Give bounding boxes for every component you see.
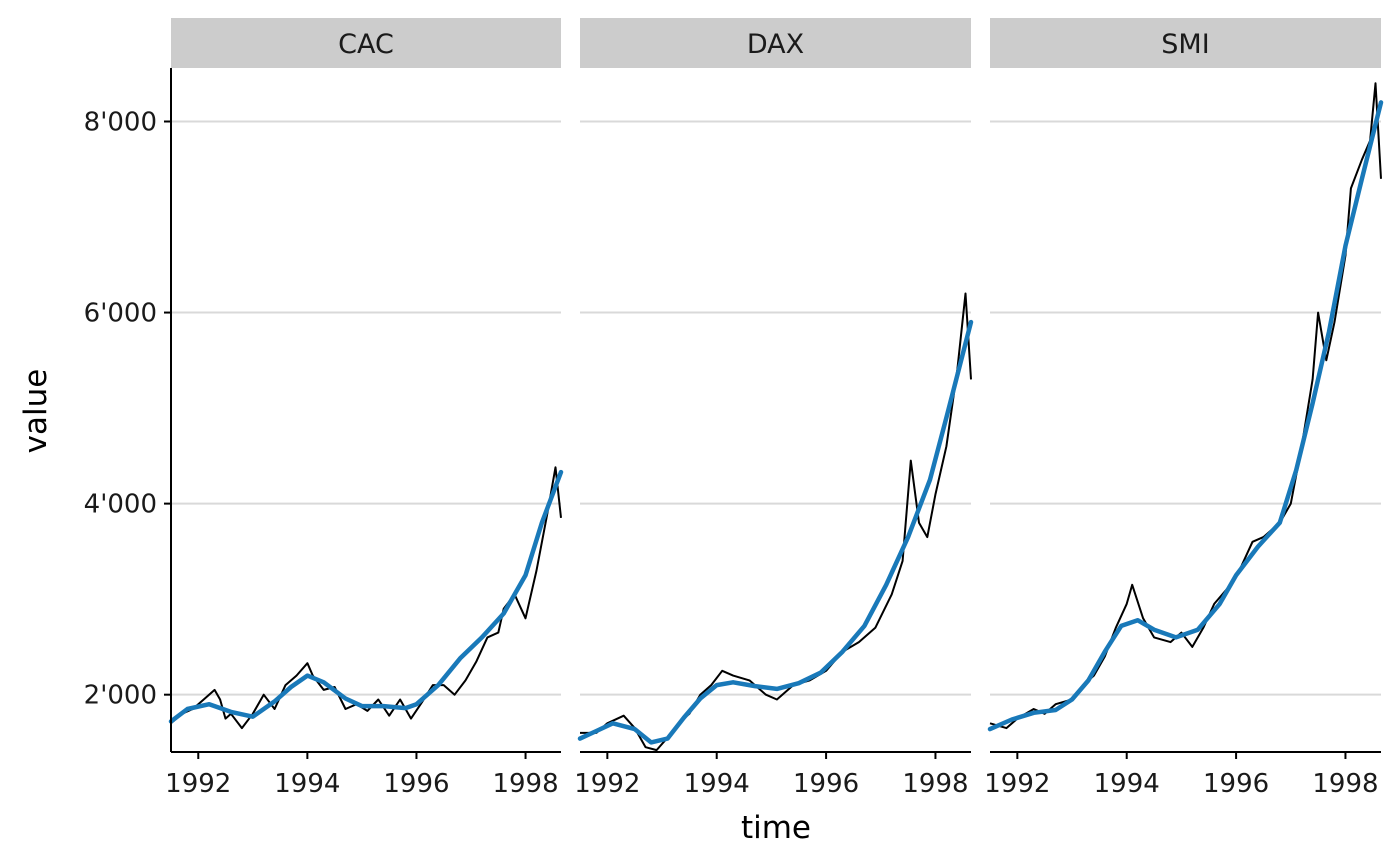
x-tick-label: 1992 xyxy=(574,769,640,799)
index-value-line xyxy=(989,82,1382,730)
facet-strip-label: CAC xyxy=(338,29,394,60)
facet-strip-label: SMI xyxy=(1161,29,1209,60)
x-tick-label: 1992 xyxy=(984,769,1050,799)
y-tick-label: 6'000 xyxy=(84,299,157,329)
x-tick-label: 1994 xyxy=(684,769,750,799)
facet-panel-cac: CAC 1992 1994 1996 1998 2'000 4'000 6'000 8'000 xyxy=(84,18,564,799)
x-tick-label: 1998 xyxy=(492,769,558,799)
x-tick-label: 1998 xyxy=(902,769,968,799)
y-tick-label: 4'000 xyxy=(84,490,157,520)
x-tick-label: 1996 xyxy=(1203,769,1269,799)
facet-strip xyxy=(171,18,561,68)
y-axis-title: value xyxy=(18,369,54,454)
y-tick-label: 8'000 xyxy=(84,107,157,137)
x-tick-label: 1998 xyxy=(1312,769,1378,799)
x-axis-title: time xyxy=(741,810,811,846)
facet-strip xyxy=(580,18,971,68)
facet-panel-dax: DAX 1992 1994 1996 1998 xyxy=(574,18,974,799)
y-tick-label: 2'000 xyxy=(84,681,157,711)
panels-layer: CAC 1992 1994 1996 1998 2'000 4'000 6'000 8'000 D… xyxy=(84,18,1384,799)
facet-strip-label: DAX xyxy=(747,29,804,60)
index-value-line xyxy=(170,466,562,730)
smooth-trend-line xyxy=(577,319,974,745)
smooth-trend-line xyxy=(168,469,564,724)
index-value-line xyxy=(580,292,972,752)
facet-panel-smi: SMI 1992 1994 1996 1998 xyxy=(984,18,1384,799)
x-tick-label: 1992 xyxy=(165,769,231,799)
facet-strip xyxy=(990,18,1381,68)
x-tick-label: 1994 xyxy=(274,769,340,799)
x-tick-label: 1996 xyxy=(793,769,859,799)
x-tick-label: 1996 xyxy=(383,769,449,799)
smooth-trend-line xyxy=(987,100,1384,732)
x-tick-label: 1994 xyxy=(1094,769,1160,799)
